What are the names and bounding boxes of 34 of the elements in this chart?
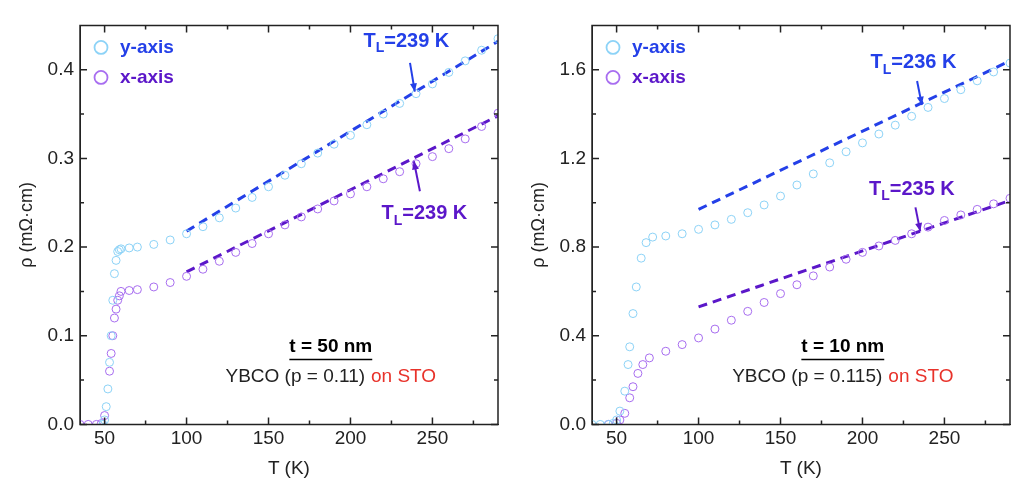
x-tick-label: 50 [606, 427, 628, 449]
y-tick-label: 0.0 [47, 412, 75, 434]
annotation: YBCO (p = 0.11) [225, 364, 366, 386]
x-tick-label: 150 [252, 427, 285, 449]
legend-label: y-axis [120, 35, 174, 57]
y-tick-label: 0.2 [47, 235, 75, 257]
y-tick-label: 0.4 [559, 323, 587, 345]
x-tick-label: 150 [764, 427, 797, 449]
x-tick-label: 250 [416, 427, 449, 449]
y-axis-title: ρ (mΩ·cm) [15, 182, 36, 268]
x-tick-label: 200 [334, 427, 367, 449]
x-tick-label: 250 [928, 427, 961, 449]
y-tick-label: 0.0 [559, 412, 587, 434]
x-axis-title: T (K) [268, 456, 310, 478]
y-tick-label: 1.2 [559, 146, 587, 168]
legend-label: x-axis [632, 65, 686, 87]
annotation: t = 10 nm [801, 334, 885, 356]
x-tick-label: 100 [170, 427, 203, 449]
x-axis-title: T (K) [780, 456, 822, 478]
annotation: on STO [888, 364, 954, 386]
y-axis-title: ρ (mΩ·cm) [527, 182, 548, 268]
annotation: on STO [371, 364, 437, 386]
legend-label: x-axis [120, 65, 174, 87]
y-tick-label: 0.3 [47, 146, 75, 168]
x-tick-label: 200 [846, 427, 879, 449]
y-tick-label: 0.4 [47, 57, 75, 79]
x-tick-label: 50 [94, 427, 116, 449]
y-tick-label: 0.8 [559, 235, 587, 257]
annotation: t = 50 nm [289, 334, 373, 356]
y-tick-label: 1.6 [559, 57, 587, 79]
annotation: YBCO (p = 0.115) [732, 364, 883, 386]
x-tick-label: 100 [682, 427, 715, 449]
y-tick-label: 0.1 [47, 323, 75, 345]
legend-label: y-axis [632, 35, 686, 57]
